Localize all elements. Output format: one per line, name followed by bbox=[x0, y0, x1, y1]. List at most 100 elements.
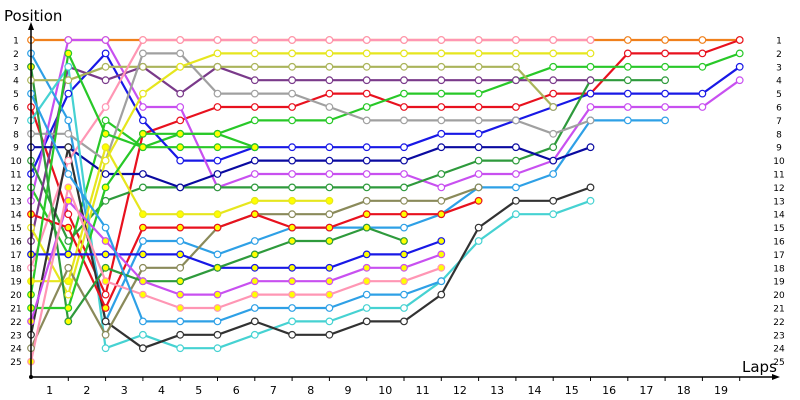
y-tick-label-left: 7 bbox=[13, 117, 19, 127]
series-7-point bbox=[549, 143, 558, 152]
series-14-point bbox=[362, 304, 371, 312]
series-9-point bbox=[101, 62, 110, 71]
series-23-point bbox=[362, 263, 371, 272]
series-11-point bbox=[362, 116, 371, 125]
series-line-15 bbox=[29, 146, 592, 350]
series-7-point bbox=[400, 183, 408, 192]
series-2-point bbox=[325, 89, 334, 98]
series-line-7 bbox=[29, 79, 667, 243]
series-11-point bbox=[288, 89, 297, 98]
series-12-point bbox=[288, 36, 297, 44]
y-tick-label-left: 21 bbox=[10, 305, 21, 315]
y-tick-label-left: 12 bbox=[10, 184, 21, 194]
series-17-point bbox=[138, 223, 147, 232]
series-9-point bbox=[138, 62, 147, 71]
x-tick-label: 19 bbox=[714, 384, 728, 397]
x-tick-label: 13 bbox=[490, 384, 504, 397]
series-7-point bbox=[512, 156, 520, 165]
series-11-point bbox=[400, 116, 408, 125]
series-12-point bbox=[512, 36, 520, 44]
series-18-point bbox=[325, 196, 334, 205]
series-24-point bbox=[64, 183, 73, 192]
series-21-point bbox=[64, 49, 73, 58]
series-4-point bbox=[101, 49, 110, 58]
series-4-point bbox=[735, 62, 744, 71]
series-4-point bbox=[623, 89, 632, 98]
series-10-point bbox=[288, 156, 297, 165]
series-12-point bbox=[474, 36, 483, 44]
series-12-point bbox=[437, 36, 446, 44]
series-25-point bbox=[288, 304, 297, 312]
series-4-point bbox=[474, 129, 483, 138]
series-13-point bbox=[400, 49, 408, 58]
series-13-point bbox=[250, 49, 259, 58]
y-tick-label-right: 18 bbox=[773, 264, 785, 274]
series-20-point bbox=[400, 250, 408, 259]
series-24-point bbox=[213, 304, 222, 312]
series-13-point bbox=[64, 290, 73, 299]
series-5-point bbox=[101, 36, 110, 44]
series-25-point bbox=[64, 170, 73, 178]
series-5-point bbox=[250, 170, 259, 178]
series-6-point bbox=[549, 170, 558, 178]
series-5-point bbox=[176, 103, 185, 111]
series-25-point bbox=[213, 317, 222, 326]
y-tick-label-left: 23 bbox=[10, 331, 21, 341]
y-tick-label-left: 24 bbox=[10, 345, 22, 355]
series-7-point bbox=[474, 156, 483, 165]
series-line-11 bbox=[29, 52, 592, 162]
series-3-point bbox=[623, 62, 632, 71]
series-6-point bbox=[64, 116, 73, 125]
series-16-point bbox=[64, 263, 73, 272]
series-20-point bbox=[437, 237, 446, 245]
series-line-4 bbox=[29, 52, 741, 176]
series-17-point bbox=[250, 210, 259, 219]
series-15-point bbox=[474, 223, 483, 232]
series-5-point bbox=[138, 103, 147, 111]
series-7-point bbox=[437, 170, 446, 178]
series-17-point bbox=[325, 223, 334, 232]
series-14-point bbox=[213, 344, 222, 353]
series-12-point bbox=[101, 103, 110, 111]
x-tick-label: 4 bbox=[158, 384, 165, 397]
series-line-25 bbox=[29, 92, 443, 323]
series-20-point bbox=[101, 250, 110, 259]
series-16-point bbox=[101, 330, 110, 339]
x-tick-label: 5 bbox=[195, 384, 202, 397]
series-23-point bbox=[250, 277, 259, 286]
y-axis-arrow-icon bbox=[28, 22, 34, 30]
series-9-point bbox=[474, 62, 483, 71]
series-13-point bbox=[474, 49, 483, 58]
y-tick-label-left: 20 bbox=[10, 291, 22, 301]
series-10-point bbox=[213, 170, 222, 178]
series-2-point bbox=[512, 103, 520, 111]
series-7-point bbox=[288, 183, 297, 192]
series-22-point bbox=[250, 250, 259, 259]
series-8-point bbox=[325, 76, 334, 85]
series-18-point bbox=[250, 196, 259, 205]
series-13-point bbox=[512, 49, 520, 58]
series-17-point bbox=[213, 223, 222, 232]
y-tick-label-right: 15 bbox=[773, 224, 784, 234]
y-tick-label-right: 23 bbox=[773, 331, 784, 341]
series-line-12 bbox=[29, 38, 592, 269]
y-tick-label-right: 4 bbox=[776, 77, 782, 87]
series-3-point bbox=[362, 103, 371, 111]
series-8-point bbox=[474, 76, 483, 85]
series-3-point bbox=[549, 62, 558, 71]
y-tick-label-left: 17 bbox=[10, 251, 21, 261]
series-23-point bbox=[138, 277, 147, 286]
series-14-point bbox=[512, 210, 520, 219]
series-8-point bbox=[512, 76, 520, 85]
series-20-point bbox=[362, 250, 371, 259]
series-16-point bbox=[437, 196, 446, 205]
series-2-point bbox=[288, 103, 297, 111]
series-1-point bbox=[698, 36, 707, 44]
series-9-point bbox=[362, 62, 371, 71]
y-tick-label-left: 16 bbox=[10, 238, 22, 248]
series-11-point bbox=[512, 116, 520, 125]
series-5-point bbox=[698, 103, 707, 111]
series-5-point bbox=[325, 170, 334, 178]
origin-dot bbox=[29, 375, 33, 379]
y-tick-label-right: 20 bbox=[773, 291, 785, 301]
